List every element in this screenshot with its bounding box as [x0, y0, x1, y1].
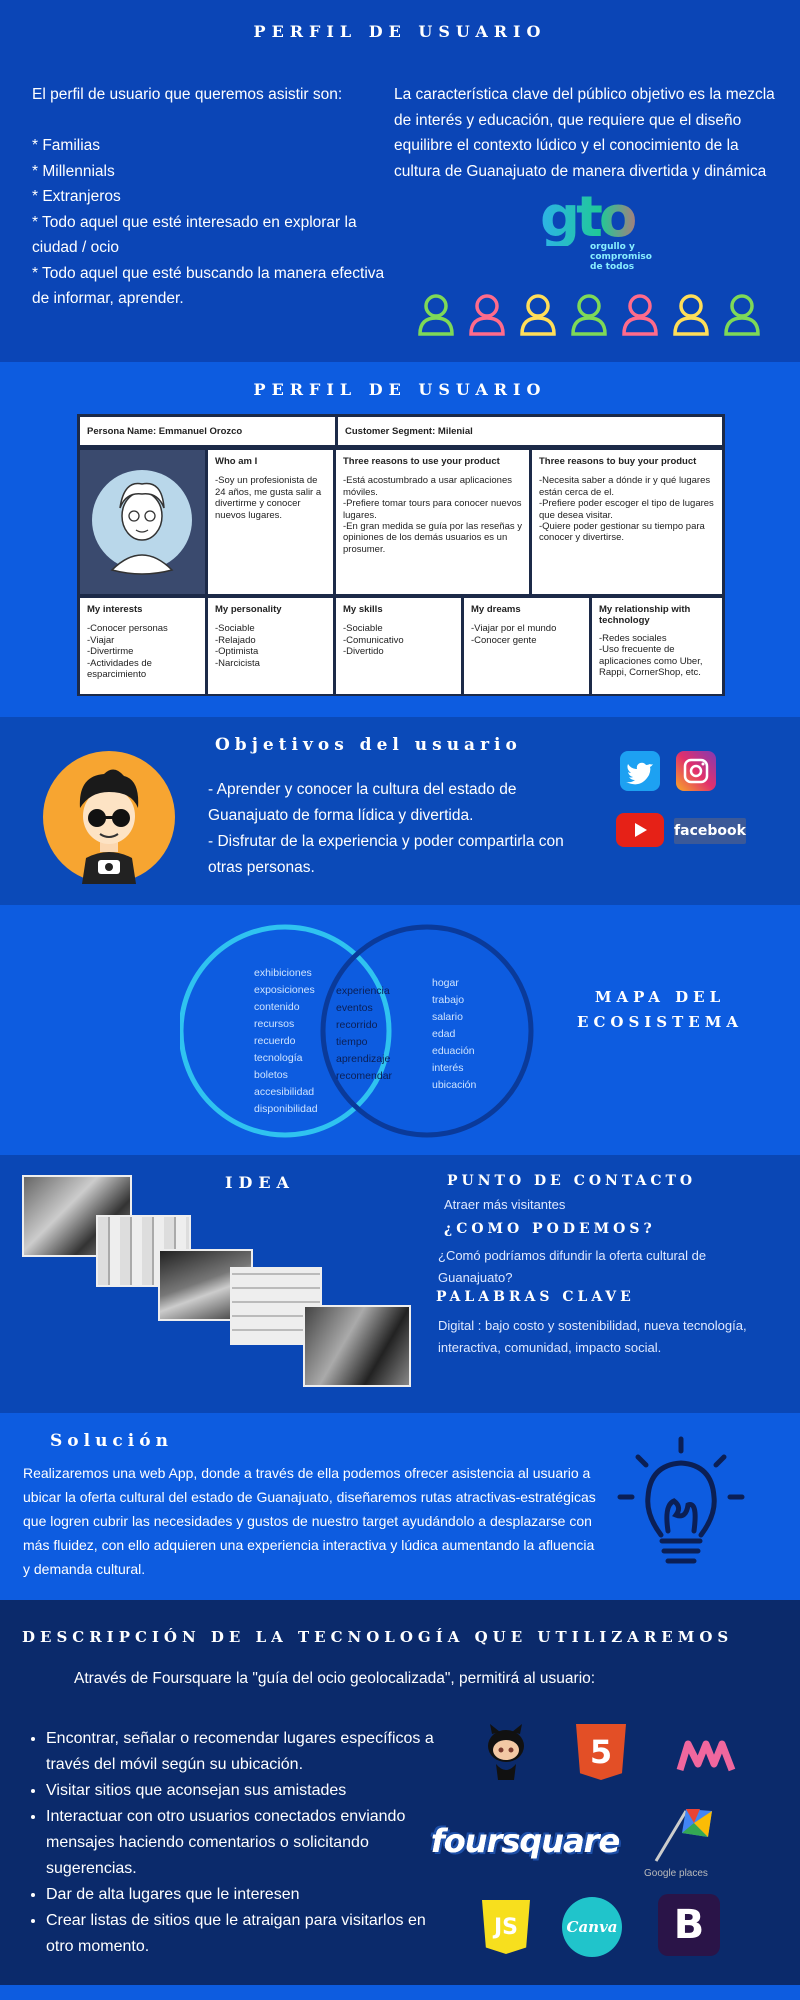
venn-item-left: recursos — [254, 1018, 295, 1030]
tech-bullet-item: Dar de alta lugares que le interesen — [46, 1882, 442, 1908]
venn-item-center: aprendizaje — [336, 1053, 391, 1065]
idea-title: IDEA — [225, 1173, 295, 1192]
section-title: Solución — [50, 1431, 173, 1451]
reasons-buy-card: Three reasons to buy your product -Necesi… — [532, 450, 722, 594]
venn-item-left: contenido — [254, 1001, 300, 1013]
venn-item-right: interés — [432, 1062, 464, 1074]
tech-bullet-item: Crear listas de sitios que le atraigan p… — [46, 1908, 442, 1960]
key-characteristic-text: La característica clave del público obje… — [394, 86, 775, 180]
instagram-icon[interactable] — [676, 751, 716, 791]
venn-item-center: eventos — [336, 1002, 373, 1014]
question-text: ¿Comó podríamos difundir la oferta cultu… — [438, 1248, 707, 1285]
facebook-button[interactable]: facebook — [674, 818, 746, 844]
venn-item-left: exhibiciones — [254, 967, 312, 979]
ecosystem-venn-diagram — [180, 924, 534, 1138]
footer-strip — [0, 1985, 800, 2000]
contact-title: PUNTO DE CONTACTO — [447, 1173, 697, 1189]
dreams-card: My dreams -Viajar por el mundo -Conocer g… — [464, 598, 589, 694]
venn-item-right: eduación — [432, 1045, 475, 1057]
technology-section: DESCRIPCIÓN DE LA TECNOLOGÍA QUE UTILIZA… — [0, 1600, 800, 1985]
foursquare-logo: foursquare — [430, 1822, 620, 1860]
tech-bullet-item: Visitar sitios que aconsejan sus amistad… — [46, 1778, 442, 1804]
keywords-title: PALABRAS CLAVE — [436, 1289, 635, 1305]
ecosystem-map-section: exhibiciones exposiciones contenido recurso… — [0, 905, 800, 1155]
audience-list: El perfil de usuario que queremos asisti… — [32, 86, 385, 307]
github-octocat-icon — [478, 1722, 534, 1782]
user-icons-row — [416, 292, 766, 338]
tech-bullet-item: Encontrar, señalar o recomendar lugares … — [46, 1726, 442, 1778]
youtube-icon[interactable] — [616, 813, 664, 847]
user-outline-icon — [724, 294, 760, 336]
persona-section: PERFIL DE USUARIO Persona Name: Emmanuel… — [0, 362, 800, 717]
section-title: Objetivos del usuario — [215, 735, 522, 755]
persona-avatar — [80, 450, 205, 594]
venn-item-center: recorrido — [336, 1019, 378, 1031]
user-outline-icon — [673, 294, 709, 336]
customer-segment: Customer Segment: Milenial — [338, 417, 722, 445]
venn-center-list: experiencia eventos recorrido tiempo aprendi… — [336, 983, 392, 1085]
interests-card: My interests -Conocer personas -Viajar -D… — [80, 598, 205, 694]
question-title: ¿COMO PODEMOS? — [444, 1221, 656, 1237]
gto-logo-tagline: orgullo y compromiso de todos — [590, 242, 652, 272]
venn-item-center: recomendar — [336, 1070, 393, 1082]
javascript-logo: JS — [482, 1900, 530, 1954]
bootstrap-logo: B — [658, 1894, 720, 1956]
twitter-icon[interactable] — [620, 751, 660, 791]
user-avatar-icon — [42, 750, 176, 884]
skills-card: My skills -Sociable -Comunicativo -Divert… — [336, 598, 461, 694]
venn-right-list: hogar trabajo salario edad eduación interés ub… — [432, 975, 476, 1094]
tech-bullet-item: Interactuar con otro usuarios conectados… — [46, 1804, 442, 1882]
user-outline-icon — [469, 294, 505, 336]
user-outline-icon — [418, 294, 454, 336]
venn-left-list: exhibiciones exposiciones contenido recurso… — [254, 965, 318, 1118]
venn-item-left: disponibilidad — [254, 1103, 318, 1115]
solution-text: Realizaremos una web App, donde a través… — [23, 1465, 596, 1577]
venn-item-right: salario — [432, 1011, 463, 1023]
google-places-pin-icon — [646, 1796, 716, 1866]
marvel-logo — [676, 1736, 736, 1776]
lightbulb-icon — [617, 1436, 745, 1564]
gto-logo-text: gto — [540, 190, 660, 246]
reasons-use-card: Three reasons to use your product -Está a… — [336, 450, 529, 594]
section-title: PERFIL DE USUARIO — [253, 22, 547, 41]
venn-item-left: tecnología — [254, 1052, 303, 1064]
contact-text: Atraer más visitantes — [444, 1197, 566, 1212]
venn-item-center: experiencia — [336, 985, 390, 997]
canva-logo: Canva — [562, 1897, 622, 1957]
keywords-text: Digital : bajo costo y sostenibilidad, n… — [438, 1318, 747, 1355]
venn-item-right: hogar — [432, 977, 459, 989]
user-profile-section: PERFIL DE USUARIO El perfil de usuario q… — [0, 0, 800, 362]
user-outline-icon — [520, 294, 556, 336]
user-goals-section: Objetivos del usuario - Aprender y conoc… — [0, 717, 800, 905]
section-title: MAPA DEL ECOSISTEMA — [577, 988, 743, 1031]
personality-card: My personality -Sociable -Relajado -Optim… — [208, 598, 333, 694]
section-title: DESCRIPCIÓN DE LA TECNOLOGÍA QUE UTILIZA… — [22, 1628, 734, 1646]
tech-bullet-list: Encontrar, señalar o recomendar lugares … — [42, 1726, 442, 1960]
tech-intro: Através de Foursquare la "guía del ocio … — [74, 1670, 596, 1687]
idea-section: IDEA PUNTO DE CONTACTO Atraer más visita… — [0, 1155, 800, 1413]
venn-item-left: accesibilidad — [254, 1086, 315, 1098]
section-title: PERFIL DE USUARIO — [253, 380, 547, 399]
goals-text: - Aprender y conocer la cultura del esta… — [208, 781, 564, 876]
venn-item-left: recuerdo — [254, 1035, 296, 1047]
venn-item-right: ubicación — [432, 1079, 477, 1091]
who-am-i-card: Who am I -Soy un profesionista de 24 años… — [208, 450, 333, 594]
technology-card: My relationship with technology -Redes so… — [592, 598, 722, 694]
venn-item-left: boletos — [254, 1069, 288, 1081]
user-outline-icon — [622, 294, 658, 336]
venn-item-center: tiempo — [336, 1036, 368, 1048]
gto-logo: gto orgullo y compromiso de todos — [540, 190, 660, 280]
idea-photo-5 — [303, 1305, 411, 1387]
user-outline-icon — [571, 294, 607, 336]
google-places-label: Google places — [644, 1868, 708, 1879]
persona-name: Persona Name: Emmanuel Orozco — [80, 417, 335, 445]
venn-item-right: trabajo — [432, 994, 465, 1006]
solution-section: Solución Realizaremos una web App, donde… — [0, 1413, 800, 1600]
persona-canvas: Persona Name: Emmanuel Orozco Customer S… — [77, 414, 725, 696]
venn-item-right: edad — [432, 1028, 456, 1040]
html5-logo: 5 — [576, 1724, 626, 1780]
venn-item-left: exposiciones — [254, 984, 315, 996]
